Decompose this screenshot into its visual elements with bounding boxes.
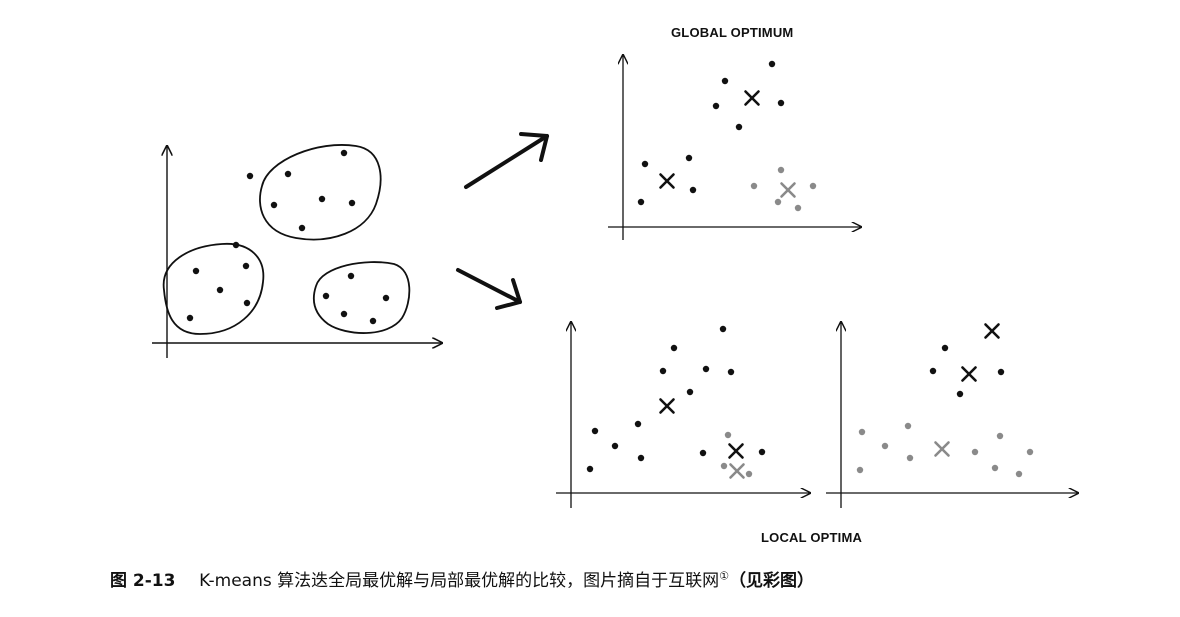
local-panel-a [556,322,810,508]
local-a-point [591,427,599,435]
local-b-point [956,390,964,398]
global-centroids [659,90,796,198]
global-point [777,99,785,107]
global-point [735,123,743,131]
local-a-centroids [659,398,745,479]
local-a-point [720,462,728,470]
local-a-point [745,470,753,478]
cluster-outline-right [312,261,411,334]
local-optima-label: LOCAL OPTIMA [761,530,863,545]
figure-number: 图 2-13 [110,571,176,591]
local-b-point [1026,448,1034,456]
local-b-point [881,442,889,450]
local-a-point [758,448,766,456]
local-b-point [941,344,949,352]
input-point [243,299,251,307]
footnote-mark: ① [719,569,729,583]
input-point [216,286,224,294]
local-a-point [659,367,667,375]
local-a-point [611,442,619,450]
input-point [242,262,250,270]
local-b-point [996,432,1004,440]
local-a-centroid-marker [729,463,745,479]
global-point [712,102,720,110]
local-a-point [634,420,642,428]
input-point [348,199,356,207]
local-b-centroid-marker [961,366,977,382]
local-a-centroid-marker [728,443,744,459]
local-b-centroid-marker [934,441,950,457]
local-a-centroid-marker [659,398,675,414]
local-a-point [724,431,732,439]
global-point [637,198,645,206]
local-b-points [856,344,1034,478]
cluster-outline-top [259,144,382,241]
local-a-points [586,325,766,478]
local-b-point [929,367,937,375]
input-point [246,172,254,180]
input-point [382,294,390,302]
global-points [637,60,817,212]
local-b-point [997,368,1005,376]
cluster-outline-left [162,243,265,335]
local-b-point [971,448,979,456]
local-b-point [991,464,999,472]
local-a-point [670,344,678,352]
global-centroid-marker [780,182,796,198]
local-a-point [586,465,594,473]
global-point [768,60,776,68]
global-point [689,186,697,194]
local-b-centroids [934,323,1000,457]
global-panel [608,55,861,240]
input-point [322,292,330,300]
local-b-point [858,428,866,436]
input-point [298,224,306,232]
global-centroid-marker [744,90,760,106]
local-a-point [727,368,735,376]
input-point [186,314,194,322]
input-point [284,170,292,178]
global-centroid-marker [659,173,675,189]
local-b-point [1015,470,1023,478]
global-point [721,77,729,85]
input-point [369,317,377,325]
global-point [750,182,758,190]
global-point [809,182,817,190]
local-panel-b [826,322,1078,508]
local-b-centroid-marker [984,323,1000,339]
caption-suffix: （见彩图） [729,571,814,591]
local-b-point [904,422,912,430]
input-point [270,201,278,209]
local-a-point [719,325,727,333]
global-point [777,166,785,174]
arrow-to-local [456,268,522,310]
global-point [794,204,802,212]
input-point [192,267,200,275]
local-a-point [637,454,645,462]
input-point [347,272,355,280]
local-b-point [856,466,864,474]
global-point [641,160,649,168]
global-optimum-label: GLOBAL OPTIMUM [671,25,794,40]
local-a-point [699,449,707,457]
arrow-to-global [464,132,549,189]
global-point [685,154,693,162]
input-point [318,195,326,203]
global-point [774,198,782,206]
local-b-point [906,454,914,462]
local-a-point [686,388,694,396]
input-panel [152,144,442,358]
input-points [186,149,390,325]
figure-caption: 图 2-13 K-means 算法迭全局最优解与局部最优解的比较，图片摘自于互联… [110,566,1120,591]
input-point [340,310,348,318]
caption-text: K-means 算法迭全局最优解与局部最优解的比较，图片摘自于互联网 [199,571,720,591]
input-point [232,241,240,249]
local-a-point [702,365,710,373]
input-point [340,149,348,157]
